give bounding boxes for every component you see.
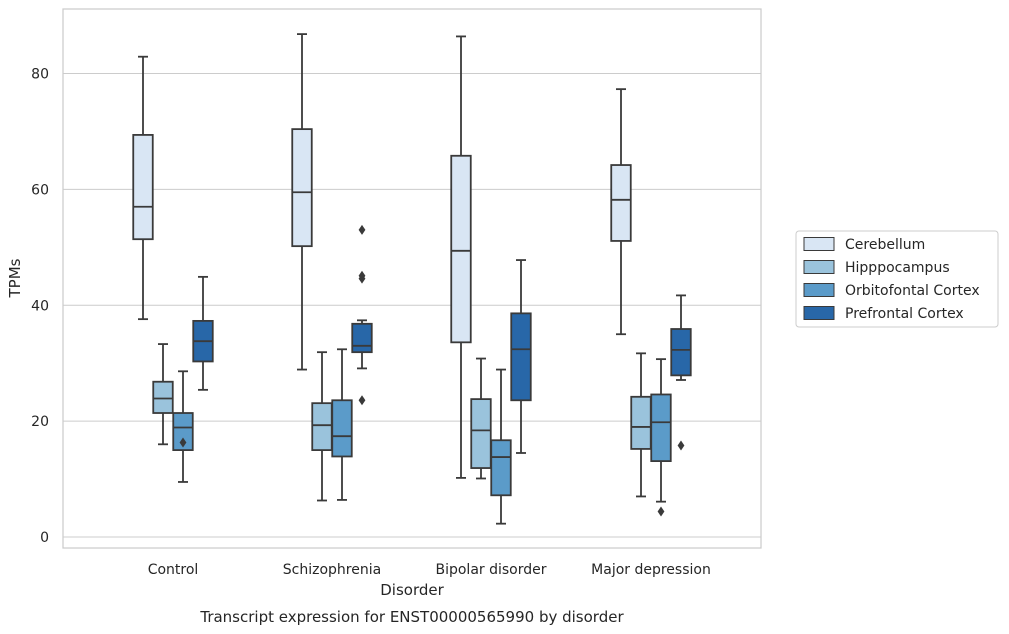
y-tick-label-60: 60 <box>31 182 49 198</box>
box-prefrontal-cortex-bipolar-disorder <box>510 259 532 454</box>
box-hipppocampus-major-depression <box>630 352 652 498</box>
legend-item-orbitofontal-cortex: Orbitofontal Cortex <box>803 283 980 299</box>
figure-caption: Transcript expression for ENST0000056599… <box>199 608 624 626</box>
legend-label: Prefrontal Cortex <box>845 306 964 322</box>
box-orbitofontal-cortex-schizophrenia <box>331 348 353 501</box>
gridlines <box>63 72 761 538</box>
box-cerebellum-schizophrenia <box>291 33 313 371</box>
x-axis-label: Disorder <box>380 581 444 599</box>
box-prefrontal-cortex-control <box>192 275 214 391</box>
box-iqr <box>172 412 194 451</box>
box-iqr <box>291 128 313 248</box>
box-iqr <box>470 398 492 469</box>
box-hipppocampus-bipolar-disorder <box>470 357 492 480</box>
legend-label: Hipppocampus <box>845 260 950 276</box>
box-hipppocampus-control <box>152 343 174 446</box>
y-tick-label-40: 40 <box>31 298 49 314</box>
box-iqr <box>311 402 333 451</box>
box-iqr <box>490 439 512 497</box>
y-tick-label-20: 20 <box>31 414 49 430</box>
box-iqr <box>630 395 652 450</box>
box-orbitofontal-cortex-bipolar-disorder <box>490 368 512 525</box>
legend-frame <box>795 230 999 328</box>
legend-items: Cerebellum Hipppocampus Orbitofontal Corte… <box>803 237 980 322</box>
box-cerebellum-bipolar-disorder <box>450 35 472 479</box>
x-tick-label-major-depression: Major depression <box>591 562 711 578</box>
box-prefrontal-cortex-schizophrenia <box>351 224 373 406</box>
box-iqr <box>351 322 373 354</box>
box-iqr <box>510 312 532 402</box>
y-axis-label: TPMs <box>6 258 24 298</box>
legend-swatch <box>803 237 835 251</box>
box-iqr <box>152 380 174 414</box>
box-iqr <box>450 154 472 344</box>
box-iqr <box>331 399 353 458</box>
legend: Cerebellum Hipppocampus Orbitofontal Corte… <box>795 230 999 328</box>
x-tick-label-bipolar-disorder: Bipolar disorder <box>435 562 546 578</box>
box-prefrontal-cortex-major-depression <box>670 294 692 451</box>
box-orbitofontal-cortex-major-depression <box>650 358 672 517</box>
outlier-point <box>179 437 187 448</box>
outlier-point <box>358 224 366 235</box>
y-tick-labels: 0 20 40 60 80 <box>31 67 49 547</box>
x-tick-label-control: Control <box>148 562 199 578</box>
legend-swatch <box>803 306 835 320</box>
box-iqr <box>650 393 672 463</box>
legend-label: Orbitofontal Cortex <box>845 283 980 299</box>
outlier-point <box>677 440 685 451</box>
legend-item-hipppocampus: Hipppocampus <box>803 260 950 276</box>
y-tick-label-80: 80 <box>31 67 49 83</box>
x-tick-label-schizophrenia: Schizophrenia <box>283 562 381 578</box>
legend-swatch <box>803 283 835 297</box>
legend-item-prefrontal-cortex: Prefrontal Cortex <box>803 306 964 322</box>
legend-swatch <box>803 260 835 274</box>
legend-label: Cerebellum <box>845 237 925 253</box>
box-iqr <box>610 164 632 242</box>
box-hipppocampus-schizophrenia <box>311 351 333 502</box>
outlier-point <box>358 395 366 406</box>
box-cerebellum-control <box>132 55 154 321</box>
legend-item-cerebellum: Cerebellum <box>803 237 925 253</box>
x-tick-labels: Control Schizophrenia Bipolar disorder Majo… <box>148 562 711 578</box>
plot-frame <box>62 8 762 549</box>
outlier-point <box>358 273 366 284</box>
box-cerebellum-major-depression <box>610 88 632 336</box>
box-groups <box>132 33 692 525</box>
box-iqr <box>670 328 692 377</box>
box-iqr <box>132 134 154 241</box>
outlier-point <box>657 506 665 517</box>
y-tick-label-0: 0 <box>40 530 49 546</box>
box-orbitofontal-cortex-control <box>172 370 194 483</box>
